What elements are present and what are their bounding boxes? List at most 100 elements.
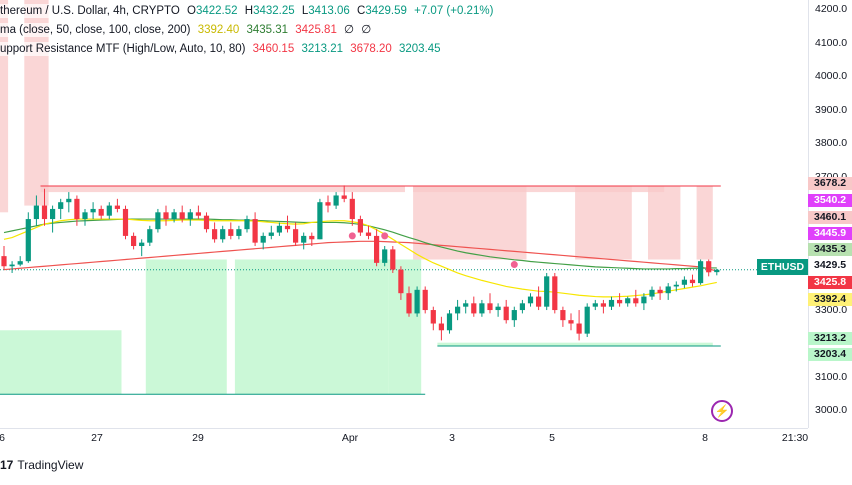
candle-body — [617, 299, 623, 304]
time-tick: 6 — [0, 432, 5, 444]
price-tag-ma50: 3392.4 — [808, 293, 852, 306]
ma100-value: 3435.31 — [246, 24, 289, 36]
time-tick: 29 — [192, 432, 204, 444]
candle-body — [398, 269, 404, 294]
candle-body — [139, 242, 145, 247]
legend-sr: upport Resistance MTF (High/Low, Auto, 1… — [0, 42, 445, 56]
sr-value-3: 3678.20 — [350, 43, 392, 55]
candle-body — [689, 279, 696, 284]
candle-body — [244, 219, 250, 230]
candle-body — [301, 235, 307, 243]
candle-body — [471, 303, 477, 314]
price-tick: 4200.0 — [815, 3, 848, 15]
sr-indicator-name[interactable]: upport Resistance MTF (High/Low, Auto, 1… — [0, 43, 246, 55]
resistance-zone — [648, 185, 681, 260]
price-chart[interactable] — [0, 0, 808, 428]
chart-area[interactable] — [0, 0, 808, 428]
resistance-zone — [413, 185, 527, 260]
candle-body — [171, 212, 177, 220]
legend-high-label: H — [244, 5, 254, 17]
candle-body — [665, 286, 671, 294]
candle-body — [74, 198, 80, 220]
legend-close-label: C — [357, 5, 366, 17]
ma200-value: 3425.81 — [295, 24, 337, 36]
candle-body — [155, 212, 161, 230]
support-zone — [437, 342, 713, 346]
candle-body — [58, 202, 64, 209]
candle-body — [681, 279, 687, 285]
price-tick: 3800.0 — [815, 137, 848, 149]
candle-body — [446, 313, 453, 331]
candle-body — [90, 208, 96, 213]
candle-body — [374, 235, 380, 263]
candle-body — [195, 212, 201, 216]
time-tick: 3 — [449, 432, 455, 444]
resistance-zone — [696, 185, 713, 260]
legend-ma: ma (close, 50, close, 100, close, 200) 3… — [0, 23, 376, 37]
price-tag-marker-high: 3540.2 — [808, 194, 852, 207]
candle-body — [212, 229, 218, 240]
price-tag-sr-support-high: 3213.2 — [808, 332, 852, 345]
candle-body — [592, 303, 598, 307]
candle-body — [252, 219, 258, 243]
legend-high: 3432.25 — [253, 5, 295, 17]
time-tick: 8 — [702, 432, 708, 444]
price-tick: 3300.0 — [815, 304, 848, 316]
ma-empty-value-1: ∅ — [344, 24, 355, 36]
time-tick: 21:30 — [781, 432, 809, 444]
signal-marker — [381, 232, 389, 240]
price-tag-current: 3429.5 — [814, 259, 847, 271]
signal-marker — [510, 261, 518, 269]
price-tag-ma100: 3435.3 — [808, 243, 852, 256]
candle-body — [527, 296, 534, 304]
candle-body — [365, 232, 372, 236]
legend-symbol[interactable]: thereum / U.S. Dollar, 4h, CRYPTO — [0, 5, 180, 17]
candle-body — [268, 232, 274, 236]
candle-body — [179, 212, 185, 220]
ma-indicator-name[interactable]: ma (close, 50, close, 100, close, 200) — [0, 24, 191, 36]
candle-body — [106, 205, 112, 216]
sr-value-2: 3213.21 — [301, 43, 344, 55]
support-zone — [388, 259, 422, 395]
candle-body — [608, 299, 615, 307]
time-axis[interactable]: 6 27 29 Apr 3 5 8 21:30 — [0, 428, 808, 449]
candle-body — [584, 306, 590, 334]
candle-body — [511, 310, 517, 321]
brand-name: TradingView — [17, 458, 84, 472]
price-tick: 4100.0 — [815, 37, 848, 49]
candle-body — [714, 269, 720, 273]
candle-body — [503, 306, 509, 321]
candle-body — [284, 225, 291, 230]
time-tick: 27 — [91, 432, 103, 444]
time-tick: 5 — [549, 432, 555, 444]
candle-body — [479, 303, 485, 314]
ma-empty-value-2: ∅ — [361, 24, 372, 36]
candle-body — [649, 289, 655, 297]
candle-body — [203, 215, 210, 230]
ma50-value: 3392.40 — [197, 24, 240, 36]
candle-body — [25, 219, 31, 262]
candle-body — [576, 323, 582, 334]
price-tag-sr-resistance-high: 3678.2 — [808, 177, 852, 190]
candle-body — [633, 298, 639, 304]
price-tick: 4000.0 — [815, 70, 848, 82]
candle-body — [463, 303, 469, 307]
legend-low: 3413.06 — [308, 5, 350, 17]
legend-open: 3422.52 — [195, 5, 238, 17]
tradingview-brand[interactable]: 17 TradingView — [0, 458, 83, 472]
ma200-line — [3, 240, 717, 272]
candle-body — [625, 298, 631, 304]
candle-body — [430, 310, 436, 324]
candle-body — [519, 303, 525, 311]
resistance-zone — [413, 185, 665, 193]
candle-body — [325, 202, 331, 206]
lightning-icon[interactable]: ⚡ — [711, 400, 733, 422]
candle-body — [560, 310, 566, 321]
candle-body — [706, 261, 712, 273]
signal-marker — [348, 232, 356, 240]
candle-body — [349, 198, 355, 220]
candle-body — [220, 229, 226, 240]
price-tag-sr-support-low: 3203.4 — [808, 348, 852, 361]
candle-body — [673, 284, 679, 287]
support-zone — [234, 259, 389, 395]
